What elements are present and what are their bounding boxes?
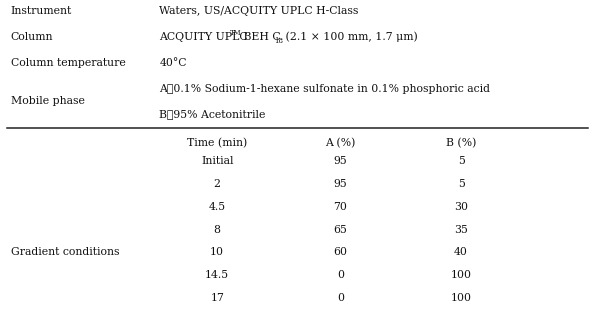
Text: 0: 0 [337, 293, 344, 303]
Text: 14.5: 14.5 [205, 270, 229, 280]
Text: A (%): A (%) [325, 138, 356, 148]
Text: 0: 0 [337, 270, 344, 280]
Text: A：0.1% Sodium-1-hexane sulfonate in 0.1% phosphoric acid: A：0.1% Sodium-1-hexane sulfonate in 0.1%… [159, 83, 490, 94]
Text: 35: 35 [454, 225, 468, 235]
Text: 60: 60 [333, 247, 347, 257]
Text: ACQUITY UPLC: ACQUITY UPLC [159, 32, 248, 42]
Text: Instrument: Instrument [11, 6, 72, 16]
Text: 95: 95 [333, 156, 347, 166]
Text: 2: 2 [214, 179, 221, 189]
Text: Mobile phase: Mobile phase [11, 96, 84, 106]
Text: 40°C: 40°C [159, 58, 187, 68]
Text: 5: 5 [458, 156, 465, 166]
Text: 4.5: 4.5 [209, 202, 226, 212]
Text: TM: TM [230, 29, 242, 37]
Text: Gradient conditions: Gradient conditions [11, 247, 119, 257]
Text: 30: 30 [454, 202, 468, 212]
Text: BEH C: BEH C [240, 32, 281, 42]
Text: Column: Column [11, 32, 53, 42]
Text: 65: 65 [333, 225, 347, 235]
Text: 95: 95 [333, 179, 347, 189]
Text: 70: 70 [333, 202, 347, 212]
Text: Column temperature: Column temperature [11, 58, 126, 68]
Text: Time (min): Time (min) [187, 138, 248, 148]
Text: B：95% Acetonitrile: B：95% Acetonitrile [159, 109, 266, 119]
Text: B (%): B (%) [446, 138, 477, 148]
Text: 40: 40 [454, 247, 468, 257]
Text: 18: 18 [274, 37, 283, 45]
Text: 8: 8 [214, 225, 221, 235]
Text: Initial: Initial [201, 156, 233, 166]
Text: 100: 100 [450, 270, 472, 280]
Text: 100: 100 [450, 293, 472, 303]
Text: 5: 5 [458, 179, 465, 189]
Text: 10: 10 [210, 247, 224, 257]
Text: (2.1 × 100 mm, 1.7 μm): (2.1 × 100 mm, 1.7 μm) [282, 32, 418, 42]
Text: Waters, US/ACQUITY UPLC H-Class: Waters, US/ACQUITY UPLC H-Class [159, 6, 359, 16]
Text: 17: 17 [210, 293, 224, 303]
